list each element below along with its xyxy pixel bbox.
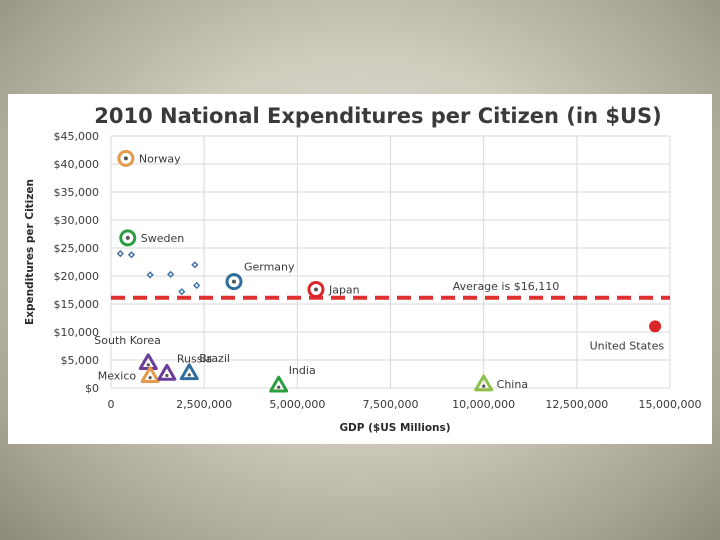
point-center — [148, 376, 152, 380]
x-tick-label: 12,500,000 — [545, 398, 608, 411]
point-center — [187, 373, 191, 377]
point-ring — [225, 273, 243, 291]
scatter-chart: 2010 National Expenditures per Citizen (… — [24, 104, 702, 434]
point-label: South Korea — [94, 334, 161, 347]
point-ring — [117, 149, 135, 167]
average-line-group: Average is $16,110 — [111, 280, 670, 300]
small-diamond-point — [191, 261, 199, 269]
point-label: Mexico — [98, 370, 137, 383]
point-mexico: Mexico — [98, 366, 160, 383]
point-united-states: United States — [590, 320, 665, 352]
point-center — [313, 287, 318, 292]
small-diamond-point — [127, 251, 136, 259]
point-japan: Japan — [307, 280, 360, 298]
point-triangle — [179, 363, 199, 381]
point-norway: Norway — [117, 149, 181, 167]
chart-panel: 2010 National Expenditures per Citizen (… — [8, 94, 712, 444]
x-tick-labels: 0 2,500,000 5,000,000 7,500,000 10,000,000 12… — [108, 398, 702, 411]
x-axis-title: GDP ($US Millions) — [339, 422, 450, 434]
point-china: China — [474, 374, 528, 392]
point-dot — [649, 320, 662, 333]
chart-title: 2010 National Expenditures per Citizen (… — [94, 104, 662, 128]
small-diamond-point — [116, 250, 124, 258]
y-tick-label: $45,000 — [54, 130, 100, 143]
x-tick-label: 10,000,000 — [452, 398, 515, 411]
country-points: Norway Sweden Germany Japan United States Sou… — [94, 149, 665, 393]
point-triangle — [269, 375, 289, 393]
point-russia: Russia — [157, 352, 212, 381]
y-tick-label: $40,000 — [54, 158, 100, 171]
small-diamond-point — [178, 288, 186, 296]
y-tick-label: $35,000 — [54, 186, 100, 199]
y-tick-label: $5,000 — [61, 354, 100, 367]
point-south-korea: South Korea — [94, 334, 161, 371]
point-label: Germany — [244, 261, 295, 274]
x-tick-label: 5,000,000 — [269, 398, 325, 411]
point-triangle — [157, 363, 177, 381]
small-diamond-point — [167, 270, 175, 278]
small-diamond-point — [193, 281, 201, 290]
y-tick-label: $30,000 — [54, 214, 100, 227]
point-center — [482, 384, 486, 388]
x-tick-label: 7,500,000 — [363, 398, 419, 411]
point-label: Japan — [328, 283, 360, 296]
point-triangle — [474, 374, 494, 392]
grid-lines — [110, 135, 671, 389]
small-diamond-point — [146, 271, 154, 279]
point-label: Russia — [177, 352, 212, 365]
point-center — [123, 156, 128, 161]
y-tick-label: $20,000 — [54, 270, 100, 283]
x-tick-label: 2,500,000 — [176, 398, 232, 411]
point-label: India — [289, 364, 316, 377]
x-tick-label: 0 — [108, 398, 115, 411]
y-tick-label: $10,000 — [54, 326, 100, 339]
point-label: China — [497, 378, 528, 391]
point-label: United States — [590, 339, 665, 352]
y-axis-title: Expenditures per Citizen — [24, 179, 36, 325]
average-label: Average is $16,110 — [453, 280, 559, 293]
x-tick-label: 15,000,000 — [639, 398, 702, 411]
unlabeled-points — [116, 250, 201, 296]
y-tick-label: $25,000 — [54, 242, 100, 255]
point-brazil: Brazil — [179, 352, 230, 381]
y-tick-label: $15,000 — [54, 298, 100, 311]
y-tick-label: $0 — [85, 382, 99, 395]
point-label: Sweden — [141, 232, 184, 245]
point-label: Brazil — [199, 352, 230, 365]
point-center — [231, 279, 236, 284]
point-ring — [307, 280, 325, 298]
point-india: India — [269, 364, 316, 393]
point-center — [146, 363, 150, 367]
point-center — [277, 385, 281, 389]
point-ring — [119, 229, 137, 247]
point-sweden: Sweden — [119, 229, 184, 247]
point-germany: Germany — [225, 261, 295, 291]
point-center — [165, 373, 169, 378]
y-tick-labels: $0 $5,000 $10,000 $15,000 $20,000 $25,000 $30,… — [54, 130, 100, 395]
point-triangle — [138, 353, 158, 371]
point-center — [125, 235, 130, 240]
point-triangle — [140, 366, 160, 383]
point-label: Norway — [139, 152, 181, 165]
